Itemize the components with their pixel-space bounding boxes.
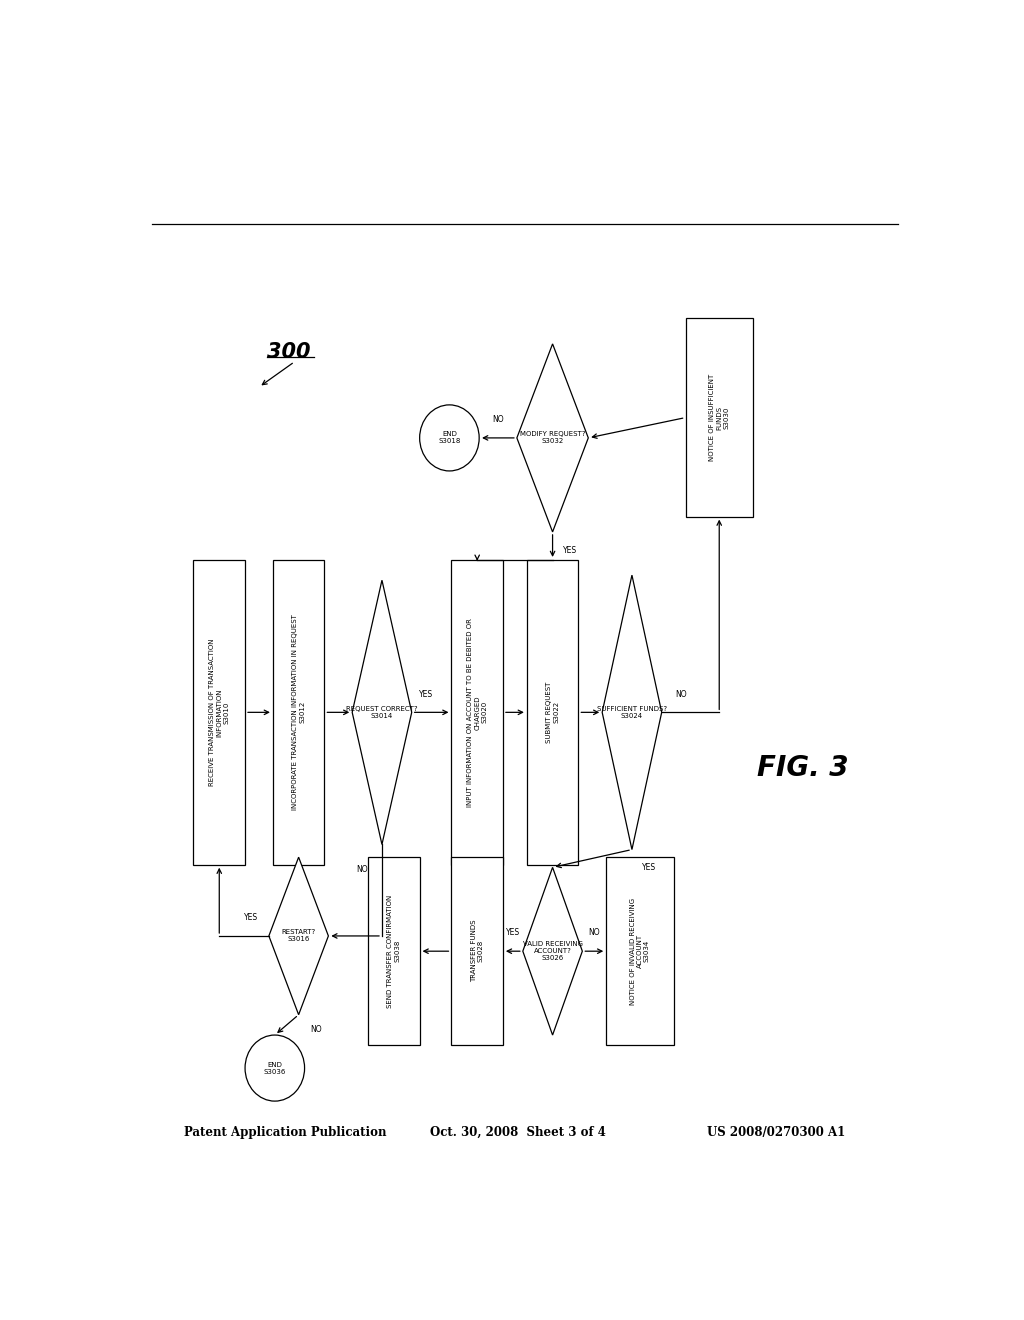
Text: YES: YES <box>642 863 656 873</box>
Text: 300: 300 <box>267 342 310 362</box>
Text: END
S3018: END S3018 <box>438 432 461 445</box>
Text: Oct. 30, 2008  Sheet 3 of 4: Oct. 30, 2008 Sheet 3 of 4 <box>430 1126 605 1139</box>
Ellipse shape <box>245 1035 304 1101</box>
Text: SUFFICIENT FUNDS?
S3024: SUFFICIENT FUNDS? S3024 <box>597 706 667 719</box>
Bar <box>194 560 245 865</box>
Text: NO: NO <box>356 866 368 874</box>
Text: US 2008/0270300 A1: US 2008/0270300 A1 <box>708 1126 846 1139</box>
Text: INPUT INFORMATION ON ACCOUNT TO BE DEBITED OR
CHARGED
S3020: INPUT INFORMATION ON ACCOUNT TO BE DEBIT… <box>467 618 487 807</box>
Text: NOTICE OF INSUFFICIENT
FUNDS
S3030: NOTICE OF INSUFFICIENT FUNDS S3030 <box>710 374 729 461</box>
Text: NO: NO <box>589 928 600 937</box>
Polygon shape <box>523 867 583 1035</box>
Text: YES: YES <box>506 928 520 937</box>
Bar <box>272 560 325 865</box>
Text: Patent Application Publication: Patent Application Publication <box>183 1126 386 1139</box>
Text: YES: YES <box>563 545 578 554</box>
Polygon shape <box>602 576 662 850</box>
Text: NOTICE OF INVALID RECEIVING
ACCOUNT
S3034: NOTICE OF INVALID RECEIVING ACCOUNT S303… <box>630 898 650 1005</box>
Text: YES: YES <box>419 689 433 698</box>
Text: TRANSFER FUNDS
S3028: TRANSFER FUNDS S3028 <box>471 920 483 982</box>
Bar <box>685 318 753 516</box>
Text: NO: NO <box>310 1026 322 1035</box>
Bar <box>452 560 503 865</box>
Bar <box>526 560 579 865</box>
Text: YES: YES <box>245 913 258 923</box>
Polygon shape <box>352 581 412 845</box>
Text: END
S3036: END S3036 <box>263 1061 286 1074</box>
Text: RECEIVE TRANSMISSION OF TRANSACTION
INFORMATION
S3010: RECEIVE TRANSMISSION OF TRANSACTION INFO… <box>209 639 229 787</box>
Text: VALID RECEIVING
ACCOUNT?
S3026: VALID RECEIVING ACCOUNT? S3026 <box>522 941 583 961</box>
Bar <box>606 857 674 1045</box>
Text: SUBMIT REQUEST
S3022: SUBMIT REQUEST S3022 <box>546 681 559 743</box>
Text: REQUEST CORRECT?
S3014: REQUEST CORRECT? S3014 <box>346 706 418 719</box>
Ellipse shape <box>420 405 479 471</box>
Text: FIG. 3: FIG. 3 <box>757 754 848 783</box>
Text: MODIFY REQUEST?
S3032: MODIFY REQUEST? S3032 <box>520 432 586 445</box>
Bar <box>368 857 420 1045</box>
Polygon shape <box>517 345 588 532</box>
Text: NO: NO <box>493 414 504 424</box>
Text: RESTART?
S3016: RESTART? S3016 <box>282 929 315 942</box>
Text: SEND TRANSFER CONFIRMATION
S3038: SEND TRANSFER CONFIRMATION S3038 <box>387 895 400 1007</box>
Text: INCORPORATE TRANSACTION INFORMATION IN REQUEST
S3012: INCORPORATE TRANSACTION INFORMATION IN R… <box>292 614 305 810</box>
Bar <box>452 857 503 1045</box>
Text: NO: NO <box>676 689 687 698</box>
Polygon shape <box>269 857 329 1015</box>
